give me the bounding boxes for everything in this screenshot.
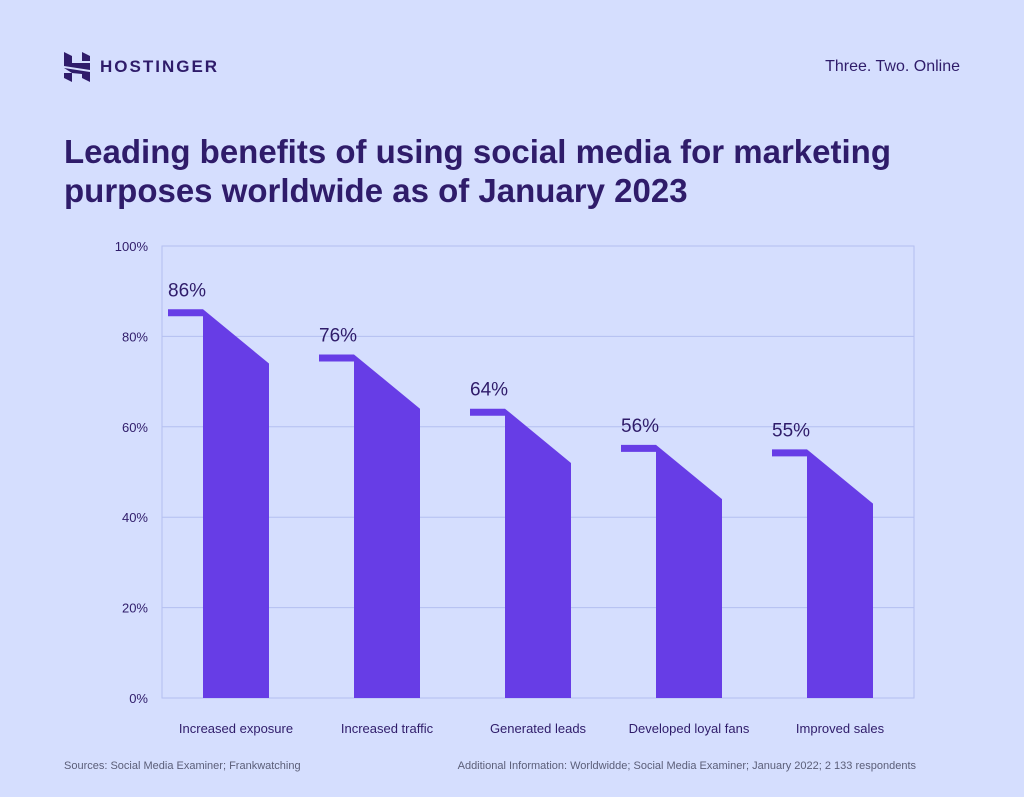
additional-info-note: Additional Information: Worldwidde; Soci…	[457, 760, 916, 772]
x-tick-label: Generated leads	[490, 721, 587, 736]
sources-note: Sources: Social Media Examiner; Frankwat…	[64, 760, 301, 772]
bar	[319, 354, 420, 698]
data-label: 64%	[470, 380, 508, 401]
bar	[621, 444, 722, 698]
data-label: 55%	[772, 420, 810, 441]
x-tick-label: Increased exposure	[179, 721, 293, 736]
x-tick-label: Developed loyal fans	[629, 721, 750, 736]
bar	[168, 309, 269, 698]
y-tick-label: 60%	[122, 420, 148, 435]
data-label: 76%	[319, 325, 357, 346]
y-tick-label: 100%	[115, 239, 149, 254]
y-tick-label: 40%	[122, 510, 148, 525]
chart-title: Leading benefits of using social media f…	[64, 133, 891, 209]
x-tick-label: Increased traffic	[341, 721, 434, 736]
tagline: Three. Two. Online	[825, 58, 960, 75]
y-tick-label: 0%	[129, 691, 148, 706]
y-tick-label: 80%	[122, 329, 148, 344]
bar	[470, 408, 571, 698]
bar	[772, 449, 873, 698]
data-label: 56%	[621, 416, 659, 437]
brand-name: HOSTINGER	[100, 57, 220, 76]
y-tick-label: 20%	[122, 601, 148, 616]
x-tick-label: Improved sales	[796, 721, 885, 736]
brand-logo: HOSTINGER	[64, 52, 219, 82]
data-label: 86%	[168, 280, 206, 301]
hostinger-logo-icon	[64, 52, 90, 82]
